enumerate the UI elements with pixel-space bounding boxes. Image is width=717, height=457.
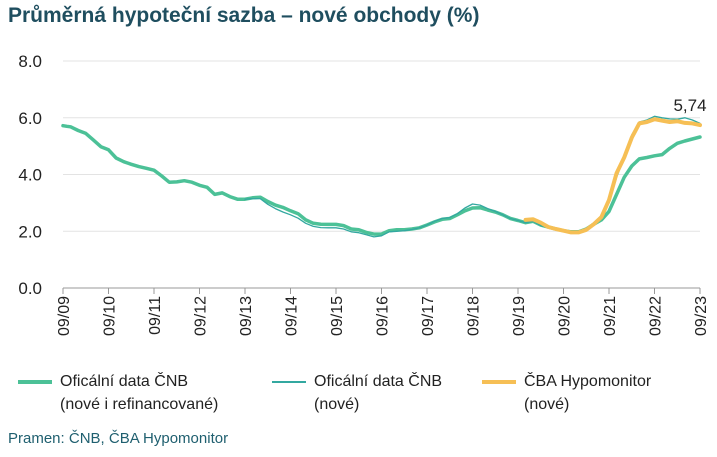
y-axis-ticks: 0.0 2.0 4.0 6.0 8.0 xyxy=(18,52,42,298)
series-line-cba xyxy=(523,117,702,235)
line-chart: 0.0 2.0 4.0 6.0 8.0 09/09 09/10 09/11 09/12 09/1… xyxy=(18,52,710,336)
legend-item-cba: ČBA Hypomonitor (nové) xyxy=(482,370,651,416)
legend-label-cba: ČBA Hypomonitor (nové) xyxy=(524,373,652,413)
x-tick-label: 09/13 xyxy=(238,296,255,336)
legend-item-cnb-new: Oficální data ČNB (nové) xyxy=(272,370,442,416)
x-tick-label: 09/15 xyxy=(329,296,346,336)
source-note: Pramen: ČNB, ČBA Hypomonitor xyxy=(8,430,229,447)
x-tick-label: 09/09 xyxy=(56,296,73,336)
last-value-annotation: 5,74 xyxy=(673,96,706,115)
x-tick-label: 09/19 xyxy=(511,296,528,336)
x-tick-label: 09/14 xyxy=(284,296,301,336)
gridlines xyxy=(63,60,700,232)
legend-swatch-cnb-new xyxy=(272,381,306,383)
x-tick-label: 09/17 xyxy=(420,296,437,336)
x-tick-label: 09/16 xyxy=(375,296,392,336)
legend-swatch-cnb-all xyxy=(18,380,52,384)
chart-title: Průměrná hypoteční sazba – nové obchody … xyxy=(8,4,480,27)
series-lines xyxy=(61,115,702,238)
legend-label-cnb-all: Oficální data ČNB (nové i refinancované) xyxy=(60,373,219,413)
legend-swatch-cba xyxy=(482,380,516,384)
x-tick-label: 09/18 xyxy=(466,296,483,336)
y-tick-label: 4.0 xyxy=(18,166,42,185)
x-tick-label: 09/21 xyxy=(602,296,619,336)
x-tick-label: 09/22 xyxy=(648,296,665,336)
legend-label-cnb-new: Oficální data ČNB (nové) xyxy=(314,373,443,413)
y-tick-label: 8.0 xyxy=(18,52,42,71)
legend-item-cnb-all: Oficální data ČNB (nové i refinancované) xyxy=(18,370,218,416)
x-axis: 09/09 09/10 09/11 09/12 09/13 09/14 09/15 09/16… xyxy=(56,287,710,336)
x-tick-label: 09/23 xyxy=(693,296,710,336)
y-tick-label: 2.0 xyxy=(18,222,42,241)
y-tick-label: 6.0 xyxy=(18,109,42,128)
y-tick-label: 0.0 xyxy=(18,279,42,298)
x-tick-label: 09/12 xyxy=(193,296,210,336)
series-line-cnb-all xyxy=(61,123,702,236)
x-tick-label: 09/20 xyxy=(557,296,574,336)
x-tick-label: 09/11 xyxy=(147,296,164,335)
x-tick-label: 09/10 xyxy=(102,296,119,336)
